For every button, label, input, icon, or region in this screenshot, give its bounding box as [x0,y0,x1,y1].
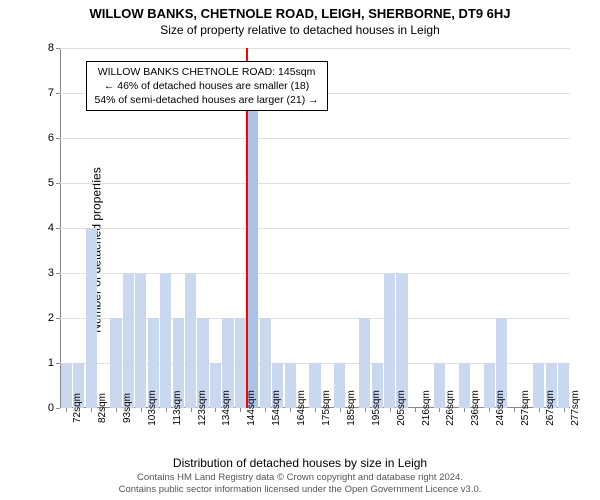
xtick-label: 154sqm [265,390,282,426]
xtick-label: 113sqm [166,391,183,426]
bar [86,228,97,408]
xtick-label: 72sqm [66,393,83,423]
gridline-h [60,228,570,229]
annotation-line1: WILLOW BANKS CHETNOLE ROAD: 145sqm [95,65,319,79]
chart-title-sub: Size of property relative to detached ho… [0,21,600,37]
xtick-label: 205sqm [390,390,407,426]
xtick-label: 134sqm [215,390,232,426]
gridline-h [60,138,570,139]
xtick-label: 246sqm [489,390,506,426]
gridline-h [60,48,570,49]
xtick-label: 144sqm [240,390,257,426]
bar [185,273,196,408]
bar [123,273,134,408]
ytick-label: 0 [48,402,60,414]
xtick-label: 93sqm [116,393,133,423]
ytick-label: 8 [48,42,60,54]
copyright-line2: Contains public sector information licen… [0,484,600,496]
plot-area: WILLOW BANKS CHETNOLE ROAD: 145sqm ← 46%… [60,48,570,408]
annotation-line2: ← 46% of detached houses are smaller (18… [95,79,319,93]
xtick-label: 216sqm [415,390,432,426]
xtick-label: 185sqm [340,390,357,426]
xtick-label: 257sqm [514,390,531,426]
xtick-label: 123sqm [191,390,208,426]
copyright-footer: Contains HM Land Registry data © Crown c… [0,472,600,496]
bar [247,93,258,408]
annotation-line3: 54% of semi-detached houses are larger (… [95,93,319,107]
xtick-label: 236sqm [464,390,481,426]
bar [160,273,171,408]
ytick-label: 1 [48,357,60,369]
ytick-label: 5 [48,177,60,189]
ytick-label: 4 [48,222,60,234]
bar [384,273,395,408]
ytick-label: 6 [48,132,60,144]
annotation-box: WILLOW BANKS CHETNOLE ROAD: 145sqm ← 46%… [86,61,328,112]
copyright-line1: Contains HM Land Registry data © Crown c… [0,472,600,484]
chart-container: WILLOW BANKS, CHETNOLE ROAD, LEIGH, SHER… [0,0,600,500]
bar [396,273,407,408]
xtick-label: 82sqm [91,393,108,423]
xtick-label: 103sqm [141,390,158,426]
ytick-label: 7 [48,87,60,99]
xtick-label: 267sqm [539,390,556,426]
xtick-label: 164sqm [290,390,307,426]
xtick-label: 175sqm [315,390,332,426]
xtick-label: 226sqm [439,390,456,426]
xtick-label: 195sqm [365,390,382,426]
gridline-h [60,183,570,184]
bar [135,273,146,408]
chart-title-main: WILLOW BANKS, CHETNOLE ROAD, LEIGH, SHER… [0,0,600,21]
ytick-label: 2 [48,312,60,324]
ytick-label: 3 [48,267,60,279]
xtick-label: 277sqm [564,390,581,426]
x-axis-label: Distribution of detached houses by size … [173,456,427,470]
